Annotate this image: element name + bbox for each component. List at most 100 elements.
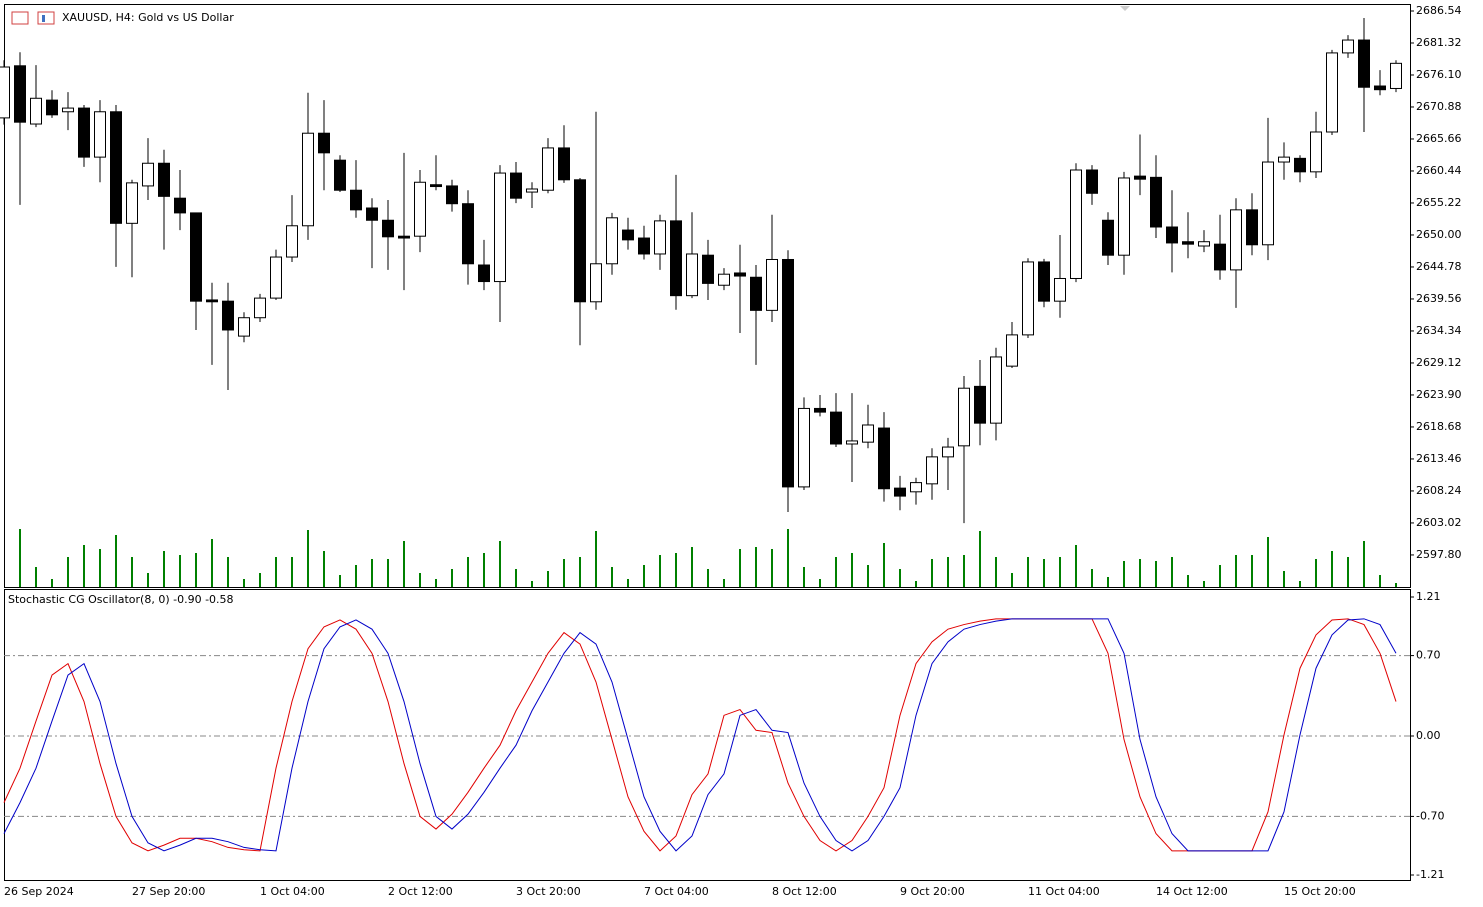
y-tick-label: -0.70 <box>1416 809 1444 822</box>
candle-body <box>462 203 474 265</box>
candle-body <box>702 254 714 284</box>
candle-body <box>350 189 362 211</box>
candle-body <box>574 179 586 303</box>
candle-body <box>1390 62 1402 89</box>
candle-body <box>222 300 234 331</box>
candle-body <box>1358 39 1370 88</box>
candle-body <box>430 184 442 188</box>
candle-body <box>606 217 618 265</box>
chart-title: XAUUSD, H4: Gold vs US Dollar <box>62 11 234 24</box>
candle-body <box>1102 219 1114 256</box>
shift-marker <box>1120 6 1130 11</box>
candle-body <box>110 111 122 224</box>
candle-body <box>382 219 394 238</box>
candle-body <box>1054 277 1066 302</box>
candle-body <box>910 482 922 493</box>
candle-body <box>1374 85 1386 91</box>
icon <box>37 11 55 25</box>
symbol-icons <box>11 11 55 25</box>
candle-body <box>46 99 58 116</box>
candle-body <box>238 317 250 337</box>
candle-body <box>686 253 698 297</box>
y-tick-label: 2660.44 <box>1416 164 1462 177</box>
candle-body <box>830 411 842 445</box>
candle-body <box>654 220 666 255</box>
candle-body <box>0 66 10 119</box>
candle-body <box>718 273 730 286</box>
candle-body <box>558 147 570 181</box>
candle-body <box>14 65 26 123</box>
y-tick-label: 2629.12 <box>1416 356 1462 369</box>
candle-body <box>318 132 330 154</box>
candle-body <box>1006 334 1018 367</box>
candle-body <box>1038 261 1050 302</box>
candle-body <box>1150 176 1162 228</box>
candle-body <box>670 220 682 297</box>
x-tick-label: 2 Oct 12:00 <box>388 885 453 898</box>
candle-body <box>590 263 602 303</box>
icon <box>42 15 45 22</box>
x-tick-label: 8 Oct 12:00 <box>772 885 837 898</box>
candle-body <box>894 487 906 497</box>
candle-body <box>814 407 826 413</box>
x-tick-label: 15 Oct 20:00 <box>1284 885 1356 898</box>
candle-body <box>302 132 314 227</box>
y-tick-label: 2681.32 <box>1416 36 1462 49</box>
candle-body <box>638 237 650 255</box>
candle-body <box>1134 175 1146 180</box>
x-tick-label: 11 Oct 04:00 <box>1028 885 1100 898</box>
candle-body <box>750 276 762 311</box>
candle-body <box>1230 209 1242 271</box>
candle-body <box>270 256 282 299</box>
candle-body <box>798 407 810 488</box>
candle-body <box>862 424 874 443</box>
candle-body <box>926 456 938 485</box>
candle-body <box>542 147 554 191</box>
candle-body <box>958 387 970 447</box>
candle-body <box>846 440 858 445</box>
candle-body <box>1294 157 1306 173</box>
candle-body <box>1070 169 1082 279</box>
y-tick-label: 2613.46 <box>1416 452 1462 465</box>
candle-body <box>174 197 186 214</box>
candle-body <box>286 225 298 258</box>
candle-body <box>1326 52 1338 133</box>
candle-body <box>1086 169 1098 194</box>
x-tick-label: 26 Sep 2024 <box>4 885 74 898</box>
y-tick-label: 2634.34 <box>1416 324 1462 337</box>
oscillator-pane <box>4 589 1411 881</box>
candle-body <box>1022 261 1034 336</box>
candle-body <box>158 162 170 197</box>
x-tick-label: 14 Oct 12:00 <box>1156 885 1228 898</box>
x-tick-label: 7 Oct 04:00 <box>644 885 709 898</box>
x-tick-label: 27 Sep 20:00 <box>132 885 205 898</box>
y-tick-label: 2676.10 <box>1416 68 1462 81</box>
candle-body <box>190 212 202 302</box>
x-tick-label: 3 Oct 20:00 <box>516 885 581 898</box>
y-tick-label: 2650.00 <box>1416 228 1462 241</box>
candle-body <box>878 427 890 490</box>
candle-body <box>1246 209 1258 246</box>
candle-body <box>766 258 778 311</box>
candle-body <box>942 446 954 458</box>
candle-body <box>206 299 218 303</box>
candle-body <box>494 172 506 283</box>
y-tick-label: 2597.80 <box>1416 548 1462 561</box>
candle-body <box>478 264 490 283</box>
y-tick-label: 0.70 <box>1416 649 1441 662</box>
candle-body <box>1278 156 1290 163</box>
candle-body <box>446 185 458 205</box>
candle-body <box>1310 131 1322 173</box>
candle-body <box>990 356 1002 424</box>
candle-body <box>142 162 154 187</box>
candle-body <box>366 207 378 221</box>
oscillator-line <box>3 618 1397 852</box>
candle-body <box>1262 161 1274 246</box>
y-tick-label: 2618.68 <box>1416 420 1462 433</box>
indicator-title: Stochastic CG Oscillator(8, 0) -0.90 -0.… <box>8 593 234 606</box>
y-tick-label: -1.21 <box>1416 868 1444 881</box>
candle-body <box>1118 177 1130 256</box>
y-tick-label: 2623.90 <box>1416 388 1462 401</box>
